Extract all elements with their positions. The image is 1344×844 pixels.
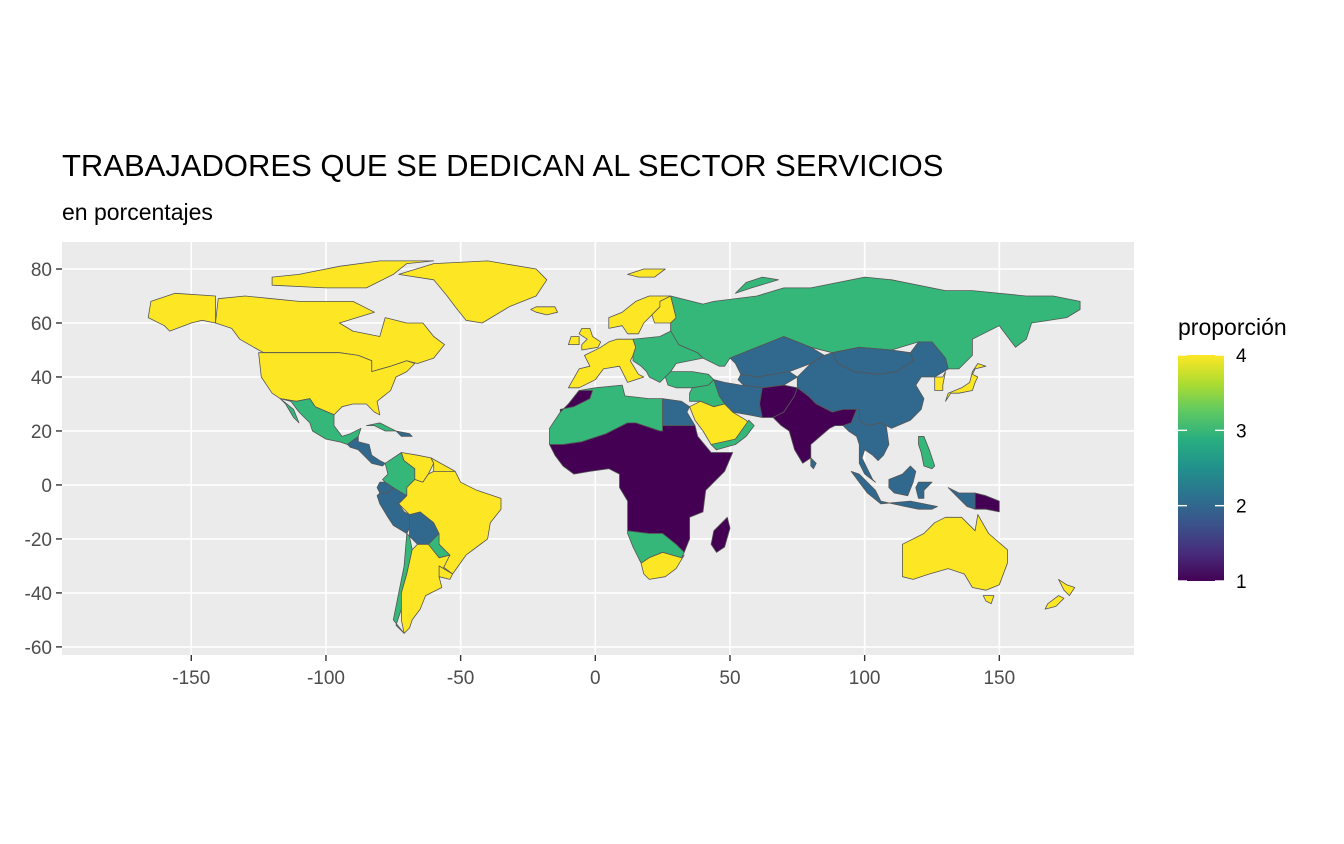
x-tick-label: -50 <box>447 668 474 689</box>
region-hispaniola <box>395 430 413 437</box>
chart-title: TRABAJADORES QUE SE DEDICAN AL SECTOR SE… <box>62 148 944 183</box>
region-alaska <box>147 292 216 332</box>
region-novaya-zemlya <box>735 276 779 294</box>
region-peru <box>376 487 410 534</box>
map-regions <box>147 260 1081 634</box>
region-madagascar <box>710 516 731 553</box>
region-svalbard <box>627 268 666 278</box>
region-greenland <box>398 260 548 324</box>
region-australia <box>902 514 1008 591</box>
region-uruguay <box>438 565 454 580</box>
region-morocco <box>559 390 593 413</box>
legend-tick-label: 1 <box>1236 572 1247 593</box>
legend-colorbar <box>1178 355 1224 581</box>
region-ireland <box>568 336 580 346</box>
y-tick-label: -60 <box>25 638 52 659</box>
region-tasmania <box>982 595 995 605</box>
region-new-zealand-n <box>1058 579 1076 596</box>
region-baja <box>279 398 300 424</box>
y-axis-labels: 80 60 40 20 0 -20 -40 -60 <box>25 260 52 659</box>
x-tick-label: -150 <box>172 668 210 689</box>
y-tick-label: 80 <box>31 260 52 281</box>
y-tick-label: 0 <box>41 476 52 497</box>
legend-ticks: 1 2 3 4 <box>1178 346 1247 593</box>
x-tick-label: 50 <box>719 668 740 689</box>
region-russia <box>670 276 1081 370</box>
region-indonesia <box>850 470 938 510</box>
region-new-guinea-west <box>947 487 976 510</box>
region-iceland <box>530 306 558 316</box>
region-yemen-oman <box>710 419 755 451</box>
legend-tick-label: 4 <box>1236 346 1247 367</box>
region-canada-arctic <box>271 260 435 289</box>
y-tick-label: -20 <box>25 530 52 551</box>
region-sub-saharan-africa <box>549 422 734 553</box>
region-uk <box>578 327 602 351</box>
region-chile <box>392 533 413 634</box>
region-korea <box>934 371 946 391</box>
region-south-africa <box>640 552 685 580</box>
x-tick-label: 0 <box>590 668 601 689</box>
region-sri-lanka <box>810 457 817 470</box>
y-tick-label: -40 <box>25 584 52 605</box>
region-mexico <box>279 398 362 445</box>
y-tick-label: 40 <box>31 368 52 389</box>
region-sulawesi <box>915 481 933 499</box>
x-tick-label: 100 <box>849 668 881 689</box>
region-japan <box>945 363 987 402</box>
y-tick-label: 60 <box>31 314 52 335</box>
legend-tick-label: 2 <box>1236 497 1247 518</box>
y-tick-label: 20 <box>31 422 52 443</box>
axis-ticks <box>56 268 1001 661</box>
region-southeast-asia <box>842 408 890 483</box>
x-tick-label: 150 <box>983 668 1015 689</box>
region-argentina <box>400 543 451 634</box>
x-tick-label: -100 <box>307 668 345 689</box>
region-philippines <box>918 435 936 470</box>
x-axis-labels: -150 -100 -50 0 50 100 150 <box>172 668 1015 689</box>
legend-title: proporción <box>1178 314 1287 340</box>
chart-subtitle: en porcentajes <box>62 199 213 225</box>
region-new-zealand-s <box>1044 595 1065 610</box>
region-borneo <box>888 465 917 497</box>
legend-tick-label: 3 <box>1236 421 1247 442</box>
